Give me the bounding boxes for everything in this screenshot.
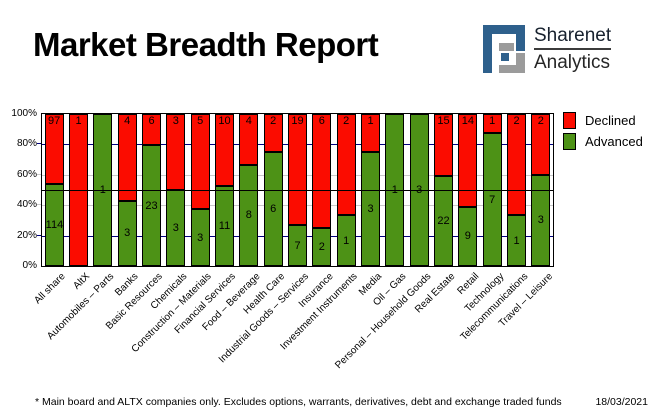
advanced-value-label: 3 <box>124 227 131 240</box>
legend-label: Declined <box>585 113 636 128</box>
legend-item-advanced: Advanced <box>563 133 643 150</box>
bar-segment-advanced: 3 <box>166 190 186 266</box>
bar-segment-declined: 6 <box>142 114 161 146</box>
bar-segment-advanced: 3 <box>361 152 380 266</box>
bar-segment-advanced: 3 <box>190 209 210 266</box>
advanced-value-label: 1 <box>513 234 520 247</box>
bar-segment-advanced: 6 <box>263 152 283 266</box>
bar-segment-advanced: 1 <box>507 215 526 266</box>
bar-segment-declined: 2 <box>336 114 356 216</box>
advanced-value-label: 114 <box>45 218 64 231</box>
declined-value-label: 4 <box>124 115 131 127</box>
advanced-value-label: 9 <box>464 230 471 243</box>
declined-value-label: 10 <box>218 115 231 127</box>
bar-segment-declined: 2 <box>507 114 526 216</box>
bar-segment-advanced: 22 <box>434 175 453 266</box>
report-date: 18/03/2021 <box>595 396 648 408</box>
bar-segment-advanced: 9 <box>458 206 478 266</box>
chart-legend: Declined Advanced <box>563 112 643 154</box>
bar-segment-advanced: 3 <box>117 200 137 266</box>
legend-item-declined: Declined <box>563 112 643 129</box>
bar-segment-advanced: 2 <box>312 228 332 266</box>
bar-segment-advanced: 23 <box>142 145 161 266</box>
legend-swatch-declined <box>563 112 576 129</box>
y-axis-tick-label: 40% <box>16 199 37 211</box>
bar-segment-declined: 10 <box>215 114 234 187</box>
bar-segment-declined: 6 <box>312 114 332 228</box>
bar-segment-declined: 97 <box>44 114 64 184</box>
chart-plot-area: 9711411436233353101148261976221131315221… <box>41 113 554 267</box>
advanced-value-label: 1 <box>343 234 350 247</box>
advanced-value-label: 7 <box>294 239 301 252</box>
bar-segment-declined: 4 <box>117 114 137 201</box>
bar-segment-declined: 1 <box>482 114 502 133</box>
bar-segment-advanced: 11 <box>215 186 234 266</box>
declined-value-label: 2 <box>343 115 350 127</box>
y-axis-tick-mark <box>37 234 41 236</box>
y-axis-tick-label: 0% <box>22 260 37 271</box>
logo-brand-name: Sharenet <box>534 26 612 50</box>
advanced-value-label: 2 <box>318 241 325 253</box>
declined-value-label: 2 <box>270 115 277 127</box>
y-axis-tick-mark <box>37 204 41 206</box>
advanced-value-label: 23 <box>145 199 158 212</box>
y-axis-tick-label: 100% <box>11 108 37 119</box>
advanced-value-label: 6 <box>270 203 277 215</box>
x-axis-category-label: All share <box>32 271 68 307</box>
footnote: * Main board and ALTX companies only. Ex… <box>35 396 562 408</box>
bar-segment-declined: 2 <box>263 114 283 152</box>
bar-segment-declined: 4 <box>239 114 259 165</box>
bar-segment-declined: 1 <box>361 114 380 152</box>
bar-segment-declined: 3 <box>166 114 186 190</box>
advanced-value-label: 22 <box>437 214 450 227</box>
fifty-percent-reference-line <box>42 190 553 191</box>
declined-value-label: 4 <box>245 115 252 127</box>
declined-value-label: 6 <box>318 115 325 127</box>
legend-swatch-advanced <box>563 133 576 150</box>
declined-value-label: 1 <box>75 115 82 127</box>
bar-segment-advanced: 3 <box>531 174 551 266</box>
declined-value-label: 1 <box>489 115 496 127</box>
legend-label: Advanced <box>585 134 643 149</box>
y-axis-tick-mark <box>37 143 41 145</box>
page-title: Market Breadth Report <box>33 26 379 63</box>
declined-value-label: 1 <box>367 115 374 127</box>
declined-value-label: 19 <box>291 115 304 127</box>
declined-value-label: 6 <box>148 115 155 127</box>
y-axis-tick-label: 20% <box>16 229 37 241</box>
sharenet-logo-icon <box>483 25 525 73</box>
bar-segment-advanced: 7 <box>482 133 502 266</box>
bar-segment-declined: 2 <box>531 114 551 175</box>
sharenet-logo-text: Sharenet Analytics <box>534 26 612 73</box>
bar-segment-advanced: 114 <box>44 183 64 266</box>
bar-segment-declined: 5 <box>190 114 210 209</box>
declined-value-label: 2 <box>537 115 544 127</box>
advanced-value-label: 3 <box>367 203 374 215</box>
declined-value-label: 2 <box>513 115 520 127</box>
declined-value-label: 5 <box>197 115 204 127</box>
sharenet-logo: Sharenet Analytics <box>483 25 612 73</box>
bar-segment-advanced: 7 <box>288 225 307 266</box>
y-axis-tick-label: 80% <box>16 138 37 150</box>
advanced-value-label: 3 <box>537 214 544 227</box>
advanced-value-label: 8 <box>245 209 252 222</box>
y-axis-tick-mark <box>37 173 41 175</box>
declined-value-label: 97 <box>48 115 61 127</box>
declined-value-label: 15 <box>437 115 450 127</box>
y-axis-tick-label: 60% <box>16 168 37 180</box>
bar-segment-declined: 15 <box>434 114 453 176</box>
logo-brand-sub: Analytics <box>534 52 611 73</box>
advanced-value-label: 7 <box>489 193 496 206</box>
bar-segment-advanced: 8 <box>239 164 259 266</box>
advanced-value-label: 3 <box>197 231 204 244</box>
bar-segment-declined: 19 <box>288 114 307 226</box>
bar-segment-advanced: 1 <box>336 215 356 266</box>
advanced-value-label: 3 <box>172 222 179 234</box>
advanced-value-label: 11 <box>218 220 231 233</box>
bar-segment-declined: 14 <box>458 114 478 207</box>
declined-value-label: 14 <box>461 115 474 127</box>
declined-value-label: 3 <box>172 115 179 127</box>
